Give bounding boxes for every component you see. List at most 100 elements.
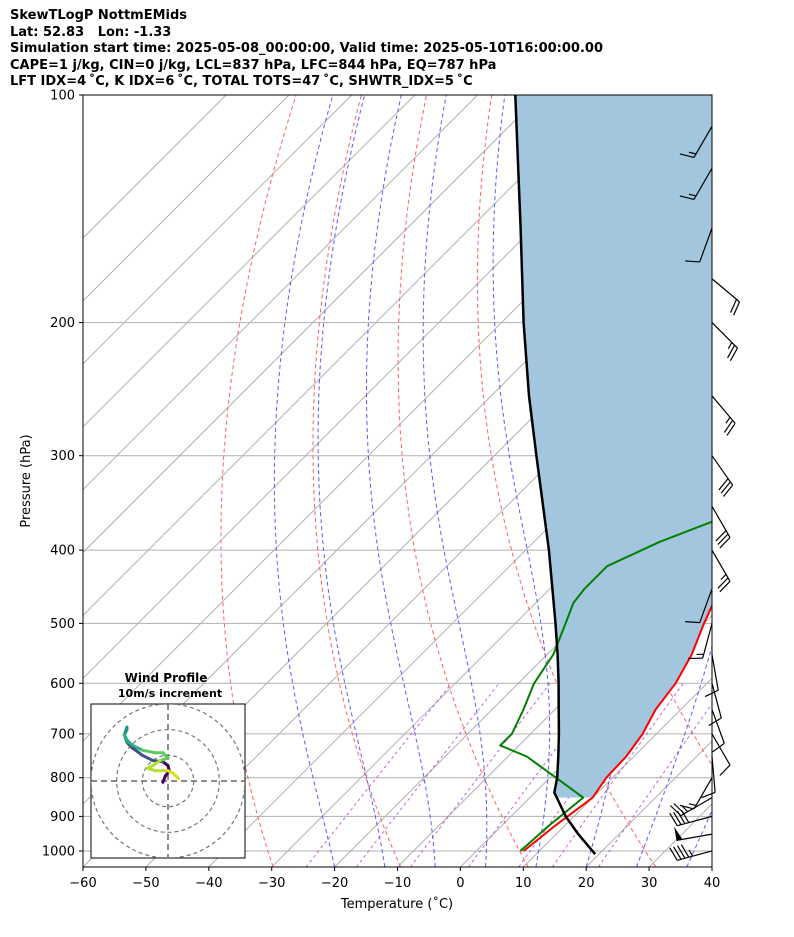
wind-barb-full bbox=[717, 577, 729, 589]
x-tick-label: −60 bbox=[69, 876, 96, 891]
wind-barb-full bbox=[712, 742, 725, 753]
isotherm-gridline bbox=[83, 95, 416, 428]
wind-barb-full bbox=[719, 764, 731, 776]
wind-barb bbox=[711, 395, 736, 436]
mixing-ratio-line bbox=[597, 702, 712, 867]
indices-line: LFT IDX=4 ˚C, K IDX=6 ˚C, TOTAL TOTS=47 … bbox=[10, 74, 473, 89]
wind-barb-shaft bbox=[699, 588, 713, 623]
wind-barb-shaft bbox=[702, 623, 713, 659]
wind-barb-full bbox=[723, 420, 734, 433]
y-tick-label: 600 bbox=[50, 677, 75, 692]
wind-barb bbox=[685, 588, 713, 624]
x-tick-label: −20 bbox=[321, 876, 348, 891]
mixing-ratio-line bbox=[305, 682, 452, 867]
wind-barb-full bbox=[715, 530, 727, 542]
x-tick-label: 40 bbox=[704, 876, 721, 891]
wind-barb bbox=[711, 278, 741, 316]
y-tick-label: 900 bbox=[50, 810, 75, 825]
hodograph-inset: Wind Profile 10m/s increment bbox=[90, 671, 246, 859]
isotherm-gridline bbox=[83, 95, 227, 239]
wind-barb-shaft bbox=[711, 733, 731, 766]
x-tick-label: 10 bbox=[515, 876, 532, 891]
wind-barb-full bbox=[718, 478, 729, 491]
dry-adiabat bbox=[397, 95, 529, 867]
wind-barb-shaft bbox=[677, 850, 713, 861]
hodograph-segment bbox=[130, 743, 144, 752]
wind-barb-full bbox=[679, 153, 695, 159]
wind-barb-half bbox=[688, 151, 697, 155]
wind-barb bbox=[685, 227, 713, 263]
wind-barb-full bbox=[669, 847, 678, 861]
wind-barb-shaft bbox=[693, 167, 713, 200]
isotherm-gridline bbox=[83, 95, 541, 554]
chart-title-block: SkewTLogP NottmEMids Lat: 52.83 Lon: -1.… bbox=[10, 8, 603, 91]
wind-barb-full bbox=[719, 537, 731, 549]
wind-barb bbox=[679, 125, 713, 159]
wind-barb-full bbox=[704, 689, 719, 698]
cape-shaded-area bbox=[515, 95, 712, 798]
wind-barb bbox=[701, 756, 716, 799]
isotherm-gridline bbox=[334, 488, 712, 867]
wind-barb-full bbox=[680, 844, 690, 858]
wind-barb bbox=[708, 683, 722, 727]
temperature-profile-line bbox=[522, 603, 712, 852]
wind-barb-full bbox=[676, 845, 686, 859]
hodograph-segment bbox=[130, 746, 144, 757]
wind-barb-shaft bbox=[676, 833, 713, 841]
x-tick-label: 0 bbox=[456, 876, 464, 891]
hodograph-title: Wind Profile bbox=[125, 671, 208, 685]
wind-barb bbox=[711, 322, 738, 362]
x-tick-label: −40 bbox=[195, 876, 222, 891]
wind-barb-shaft bbox=[711, 654, 719, 691]
wind-barb bbox=[674, 826, 713, 841]
wind-barb-full bbox=[673, 803, 685, 815]
moist-adiabat bbox=[492, 95, 551, 867]
hodograph-segment bbox=[140, 748, 157, 755]
wind-barbs bbox=[669, 125, 741, 861]
x-axis-label: Temperature (˚C) bbox=[340, 896, 453, 912]
wind-barb-full bbox=[673, 846, 682, 860]
hodograph-plot bbox=[91, 704, 245, 858]
wind-barb-full bbox=[730, 299, 738, 313]
wind-barb-half bbox=[688, 803, 697, 807]
isotherm-gridline bbox=[83, 95, 478, 491]
time-line: Simulation start time: 2025-05-08_00:00:… bbox=[10, 41, 603, 56]
wind-barb bbox=[711, 455, 734, 497]
y-tick-label: 500 bbox=[50, 617, 75, 632]
wind-barb-half bbox=[688, 193, 697, 197]
x-tick-label: −30 bbox=[258, 876, 285, 891]
wind-barb-full bbox=[679, 195, 695, 201]
wind-barb-full bbox=[723, 484, 734, 497]
y-tick-label: 100 bbox=[50, 89, 75, 104]
wind-barb bbox=[669, 844, 713, 861]
mixing-ratio-line bbox=[355, 682, 500, 867]
parcel-profile-line bbox=[514, 95, 597, 856]
wind-barb-shaft bbox=[711, 683, 722, 719]
wind-barb-full bbox=[717, 533, 729, 545]
wind-barb-shaft bbox=[711, 506, 731, 538]
wind-barb-half bbox=[682, 806, 689, 813]
wind-barb-shaft bbox=[677, 815, 713, 827]
wind-barb bbox=[711, 733, 731, 776]
x-tick-label: −10 bbox=[384, 876, 411, 891]
wind-barb-full bbox=[669, 805, 682, 817]
dry-adiabat bbox=[752, 95, 794, 867]
wind-barb-shaft bbox=[711, 549, 731, 582]
wind-barb bbox=[669, 809, 713, 827]
isotherm-gridline bbox=[83, 95, 604, 617]
wind-barb-full bbox=[729, 347, 738, 362]
wind-barb bbox=[669, 797, 713, 817]
mixing-ratio-line bbox=[551, 683, 684, 867]
wind-barb-half bbox=[727, 342, 733, 350]
series-layer bbox=[499, 95, 712, 856]
wind-barb-full bbox=[708, 717, 722, 727]
wind-barb-shaft bbox=[711, 278, 740, 303]
wind-barb bbox=[711, 549, 731, 593]
chart-title: SkewTLogP NottmEMids bbox=[10, 8, 188, 23]
moist-adiabat bbox=[636, 95, 712, 867]
wind-barb-half bbox=[720, 573, 727, 581]
wind-barb bbox=[688, 623, 713, 660]
wind-barb bbox=[679, 777, 713, 810]
isotherm-gridline bbox=[397, 551, 712, 867]
wind-barb bbox=[679, 167, 713, 201]
